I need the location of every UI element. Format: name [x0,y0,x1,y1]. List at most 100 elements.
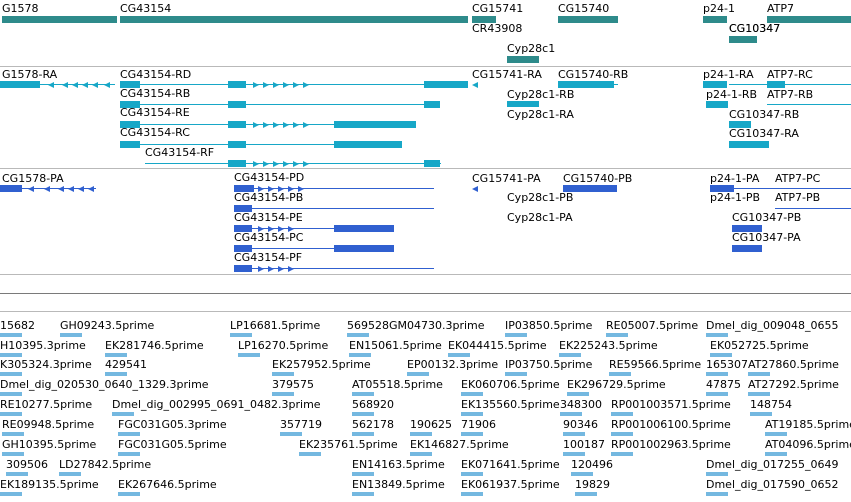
protein-label[interactable]: p24-1-PA [710,172,760,185]
feature-block[interactable] [424,160,440,167]
transcript-label[interactable]: p24-1-RB [706,88,758,101]
protein-label[interactable]: CG43154-PF [234,251,303,264]
gene-label[interactable]: CR43908 [472,22,523,35]
est-feature[interactable] [118,492,140,496]
transcript-label[interactable]: p24-1-RA [703,68,754,81]
est-feature[interactable] [559,353,581,357]
est-label[interactable]: RP001006100.5prime [611,418,731,431]
est-label[interactable]: 562178 [352,418,394,431]
est-feature[interactable] [505,333,527,337]
gene-feature[interactable] [120,16,468,23]
est-label[interactable]: EK146827.5prime [410,438,509,451]
est-feature[interactable] [461,412,483,416]
feature-block[interactable] [228,121,246,128]
est-label[interactable]: 357719 [280,418,322,431]
feature-block[interactable] [729,141,769,148]
est-label[interactable]: EP00132.3prime [407,358,499,371]
est-label[interactable]: IP03750.5prime [505,358,593,371]
est-feature[interactable] [706,472,728,476]
feature-block[interactable] [732,245,762,252]
feature-block[interactable] [228,141,246,148]
transcript-label[interactable]: CG10347-RA [729,127,799,140]
est-feature[interactable] [563,452,585,456]
feature-block[interactable] [234,185,254,192]
est-label[interactable]: GH10395.5prime [2,438,97,451]
est-label[interactable]: 165307 [706,358,748,371]
feature-block[interactable] [767,81,785,88]
est-label[interactable]: 47875 [706,378,741,391]
est-feature[interactable] [765,432,787,436]
est-feature[interactable] [706,372,728,376]
feature-block[interactable] [507,101,539,107]
est-label[interactable]: Dmel_dig_020530_0640_1329.3prime [0,378,209,391]
protein-label[interactable]: CG15741-PA [472,172,541,185]
est-feature[interactable] [461,432,483,436]
est-feature[interactable] [112,412,134,416]
est-feature[interactable] [299,452,321,456]
est-label[interactable]: EK267646.5prime [118,478,217,491]
est-label[interactable]: EK135560.5prime [461,398,560,411]
est-feature[interactable] [611,432,633,436]
est-feature[interactable] [710,353,732,357]
est-label[interactable]: Dmel_dig_017590_0652 [706,478,839,491]
est-label[interactable]: EN15061.5prime [349,339,442,352]
est-label[interactable]: EN13849.5prime [352,478,445,491]
feature-block[interactable] [334,225,394,232]
est-feature[interactable] [59,472,81,476]
est-label[interactable]: AT27860.5prime [748,358,839,371]
est-label[interactable]: RE05007.5prime [606,319,699,332]
est-label[interactable]: AT05518.5prime [352,378,443,391]
feature-block[interactable] [120,141,140,148]
est-feature[interactable] [272,372,294,376]
est-label[interactable]: LD27842.5prime [59,458,152,471]
feature-block[interactable] [228,160,246,167]
est-feature[interactable] [706,333,728,337]
transcript-label[interactable]: Cyp28c1-RA [507,108,574,121]
gene-label[interactable]: G1578 [2,2,39,15]
est-label[interactable]: EK060706.5prime [461,378,560,391]
feature-block[interactable] [710,185,734,192]
est-feature[interactable] [505,372,527,376]
est-label[interactable]: H10395.3prime [0,339,86,352]
gene-label[interactable]: CG15740 [558,2,610,15]
feature-block[interactable] [424,81,468,88]
protein-label[interactable]: ATP7-PC [775,172,821,185]
est-label[interactable]: Dmel_dig_002995_0691_0482.3prime [112,398,321,411]
est-label[interactable]: RP001003571.5prime [611,398,731,411]
est-feature[interactable] [461,392,483,396]
est-feature[interactable] [349,353,371,357]
est-feature[interactable] [575,492,597,496]
est-label[interactable]: 148754 [750,398,792,411]
est-feature[interactable] [606,333,628,337]
gene-feature[interactable] [767,16,851,23]
gene-feature[interactable] [507,56,539,63]
protein-label[interactable]: Cyp28c1-PA [507,211,573,224]
est-feature[interactable] [609,372,631,376]
est-feature[interactable] [611,452,633,456]
feature-block[interactable] [0,185,22,192]
gene-feature[interactable] [729,36,757,43]
est-feature[interactable] [0,333,22,337]
est-feature[interactable] [611,412,633,416]
est-label[interactable]: GH09243.5prime [60,319,155,332]
est-label[interactable]: EK235761.5prime [299,438,398,451]
feature-block[interactable] [424,101,440,108]
est-label[interactable]: LP16681.5prime [230,319,321,332]
est-label[interactable]: EK052725.5prime [710,339,809,352]
transcript-label[interactable]: CG15740-RB [558,68,629,81]
est-feature[interactable] [2,432,24,436]
est-label[interactable]: 429541 [105,358,147,371]
protein-label[interactable]: CG10347-PB [732,211,802,224]
feature-block[interactable] [729,121,751,128]
est-feature[interactable] [352,392,374,396]
transcript-label[interactable]: CG43154-RD [120,68,192,81]
est-feature[interactable] [765,452,787,456]
est-feature[interactable] [0,412,22,416]
transcript-label[interactable]: CG43154-RE [120,106,190,119]
est-label[interactable]: 19829 [575,478,610,491]
gene-label[interactable]: Cyp28c1 [507,42,556,55]
est-label[interactable]: EK061937.5prime [461,478,560,491]
est-feature[interactable] [230,333,252,337]
feature-block[interactable] [120,101,140,108]
transcript-label[interactable]: CG43154-RF [145,146,215,159]
